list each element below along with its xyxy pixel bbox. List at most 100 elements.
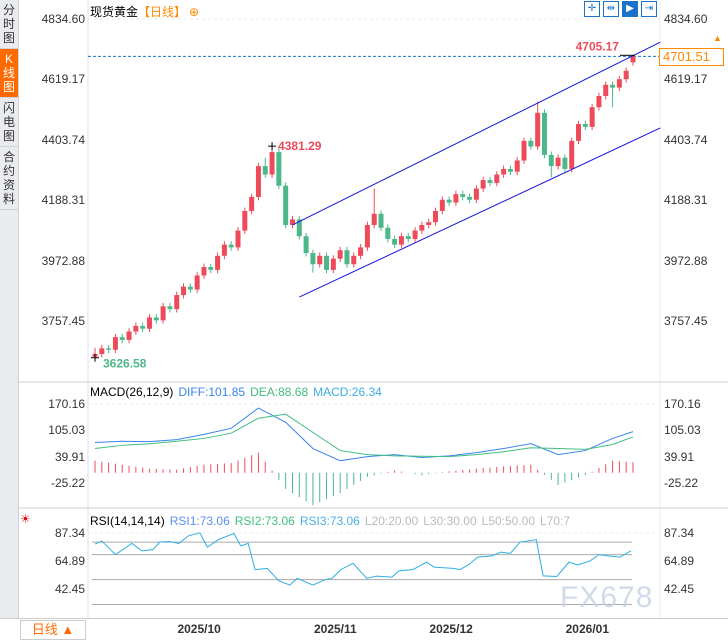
crosshair-icon[interactable]: ✛ bbox=[584, 1, 600, 17]
candle-body bbox=[487, 180, 493, 183]
date-tick: 2026/01 bbox=[565, 622, 610, 636]
chart-title: 现货黄金【日线】 ⊕ bbox=[90, 3, 199, 20]
dea-line bbox=[94, 413, 634, 458]
candle-body bbox=[535, 112, 541, 147]
price-tick-left: 4834.60 bbox=[41, 12, 85, 26]
date-tick: 2025/10 bbox=[177, 622, 221, 636]
macd-tick-left: 170.16 bbox=[48, 397, 85, 411]
period-select-button[interactable]: 日线 ▲ bbox=[20, 620, 86, 640]
rsi-title: RSI(14,14,14) bbox=[90, 514, 165, 528]
candle-body bbox=[623, 70, 629, 80]
fit-icon[interactable]: ▶ bbox=[622, 1, 638, 17]
candle-body bbox=[582, 124, 588, 127]
candle-body bbox=[555, 157, 561, 167]
candle-body bbox=[330, 258, 336, 270]
candle-body bbox=[433, 210, 438, 223]
macd-tick-left: -25.22 bbox=[50, 476, 85, 490]
watermark-logo: FX678 bbox=[560, 581, 654, 614]
low-marker-icon bbox=[91, 353, 99, 362]
candle-body bbox=[167, 306, 173, 310]
price-tick-right: 4188.31 bbox=[664, 193, 708, 208]
candle-body bbox=[262, 166, 268, 175]
date-tick: 2025/12 bbox=[429, 622, 473, 636]
rsi-legend: RSI(14,14,14) RSI1:73.06 RSI2:73.06 RSI3:73… bbox=[90, 514, 575, 528]
candle-body bbox=[153, 317, 159, 321]
candle-body bbox=[215, 255, 221, 270]
candle-body bbox=[541, 112, 547, 155]
recent-high-label: 4705.17 bbox=[576, 39, 620, 53]
tab-flash[interactable]: 闪电图 bbox=[0, 98, 18, 147]
diff-value: DIFF:101.85 bbox=[178, 385, 246, 399]
candle-body bbox=[119, 337, 125, 340]
l20-value: L20:20.00 bbox=[364, 514, 419, 528]
rsi3-value: RSI3:73.06 bbox=[299, 514, 360, 528]
candle-body bbox=[276, 152, 282, 186]
rsi-tick-right: 64.89 bbox=[664, 554, 695, 568]
low-price-label: 3626.58 bbox=[103, 357, 147, 371]
candle-body bbox=[603, 84, 609, 96]
circle-plus-icon[interactable]: ⊕ bbox=[189, 5, 200, 19]
rsi-tick-left: 87.34 bbox=[54, 526, 85, 540]
price-tick-right: 4403.74 bbox=[664, 132, 708, 147]
caret-up-icon: ▲ bbox=[713, 33, 722, 43]
candle-body bbox=[303, 236, 309, 254]
candle-body bbox=[405, 236, 411, 240]
candle-body bbox=[412, 230, 418, 240]
rsi1-value: RSI1:73.06 bbox=[169, 514, 230, 528]
candle-body bbox=[419, 224, 425, 231]
candle-body bbox=[283, 185, 289, 225]
candle-body bbox=[548, 154, 554, 167]
macd-tick-right: 170.16 bbox=[664, 397, 701, 411]
price-tick-right: 3972.88 bbox=[664, 253, 708, 268]
macd-tick-right: -25.22 bbox=[664, 476, 699, 490]
candle-body bbox=[392, 239, 398, 245]
scroll-to-latest-icon[interactable]: ⇥ bbox=[641, 1, 657, 17]
candle-body bbox=[569, 140, 575, 169]
zoom-range-icon[interactable]: ⇹ bbox=[603, 1, 619, 17]
candle-body bbox=[133, 325, 139, 332]
candle-body bbox=[112, 337, 118, 350]
candle-body bbox=[610, 84, 616, 88]
candle-body bbox=[351, 255, 357, 265]
candle-body bbox=[494, 174, 500, 183]
macd-value: MACD:26.34 bbox=[313, 385, 382, 399]
date-tick: 2025/11 bbox=[313, 622, 357, 636]
candle-body bbox=[174, 295, 180, 310]
settings-sun-icon[interactable]: ☀ bbox=[20, 512, 31, 526]
candle-body bbox=[576, 124, 582, 141]
candle-body bbox=[146, 317, 152, 329]
candle-body bbox=[460, 194, 466, 197]
instrument-name: 现货黄金 bbox=[90, 5, 139, 19]
tab-contract-info[interactable]: 合约资料 bbox=[0, 147, 18, 210]
candle-body bbox=[473, 188, 479, 200]
candle-body bbox=[221, 244, 227, 256]
channel-upper-line bbox=[292, 41, 661, 226]
candle-body bbox=[242, 210, 248, 231]
candle-body bbox=[371, 213, 377, 225]
candle-body bbox=[507, 168, 513, 172]
candle-body bbox=[296, 219, 302, 237]
candle-body bbox=[446, 199, 452, 203]
macd-legend: MACD(26,12,9) DIFF:101.85 DEA:88.68 MACD:26… bbox=[90, 385, 387, 399]
macd-tick-right: 39.91 bbox=[664, 449, 695, 464]
l30-value: L30:30.00 bbox=[423, 514, 477, 528]
tab-kline[interactable]: K线图 bbox=[0, 49, 18, 98]
candle-body bbox=[208, 267, 214, 270]
sidebar: 分时图 K线图 闪电图 合约资料 bbox=[0, 0, 19, 618]
candle-body bbox=[480, 180, 486, 189]
macd-tick-left: 39.91 bbox=[54, 449, 85, 464]
candle-body bbox=[528, 140, 534, 147]
candle-body bbox=[385, 227, 391, 240]
candle-body bbox=[344, 250, 350, 265]
price-tick-left: 4619.17 bbox=[41, 72, 85, 87]
tab-intraday[interactable]: 分时图 bbox=[0, 0, 18, 49]
date-axis bbox=[0, 618, 728, 639]
candle-body bbox=[181, 286, 187, 296]
candle-body bbox=[630, 56, 636, 63]
l50-value: L50:50.00 bbox=[481, 514, 536, 528]
macd-title: MACD(26,12,9) bbox=[90, 385, 174, 399]
rsi-tick-left: 42.45 bbox=[54, 582, 85, 596]
candle-body bbox=[426, 222, 432, 225]
candle-body bbox=[501, 168, 507, 175]
